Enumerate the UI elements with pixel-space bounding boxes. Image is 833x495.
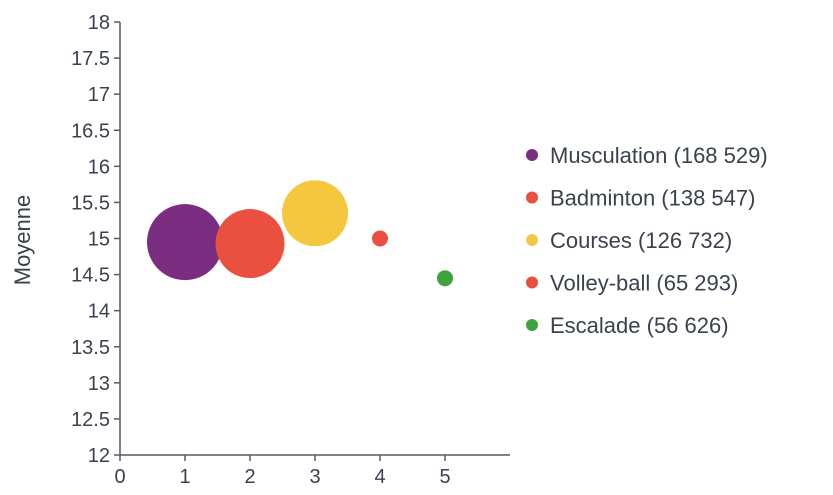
bubble-point — [372, 230, 388, 247]
y-tick-label: 17.5 — [71, 48, 110, 70]
x-tick-label: 0 — [114, 466, 125, 488]
bubble-point — [282, 180, 348, 247]
legend-marker — [526, 276, 538, 289]
bubbles — [147, 180, 453, 287]
y-tick-label: 13.5 — [71, 337, 110, 359]
y-tick-label: 16 — [88, 156, 110, 178]
legend-label: Musculation (168 529) — [550, 143, 768, 168]
x-tick-label: 3 — [309, 466, 320, 488]
x-tick-label: 1 — [179, 466, 190, 488]
legend-marker — [526, 234, 538, 246]
y-tick-label: 15 — [88, 229, 110, 251]
legend-marker — [526, 191, 538, 204]
x-tick-label: 4 — [374, 466, 385, 488]
bubble-point — [147, 204, 223, 281]
legend: Musculation (168 529) Badminton (138 547)… — [526, 143, 768, 338]
legend-marker — [526, 149, 538, 161]
x-tick-label: 2 — [244, 466, 255, 488]
y-tick-label: 14.5 — [71, 265, 110, 287]
y-tick-label: 15.5 — [71, 192, 110, 214]
legend-label: Badminton (138 547) — [550, 186, 755, 211]
bubble-point — [437, 270, 453, 287]
y-axis-title: Moyenne — [10, 195, 35, 286]
legend-marker — [526, 319, 538, 331]
bubble-point — [215, 209, 285, 279]
x-tick-label: 5 — [439, 466, 450, 488]
y-tick-label: 12 — [88, 445, 110, 467]
legend-label: Escalade (56 626) — [550, 313, 729, 338]
y-tick-label: 14 — [88, 301, 110, 323]
legend-label: Courses (126 732) — [550, 228, 732, 253]
y-tick-label: 16.5 — [71, 120, 110, 142]
legend-label: Volley-ball (65 293) — [550, 271, 738, 296]
y-tick-label: 13 — [88, 373, 110, 395]
y-tick-label: 17 — [88, 84, 110, 106]
y-tick-label: 12.5 — [71, 409, 110, 431]
y-tick-label: 18 — [88, 12, 110, 34]
